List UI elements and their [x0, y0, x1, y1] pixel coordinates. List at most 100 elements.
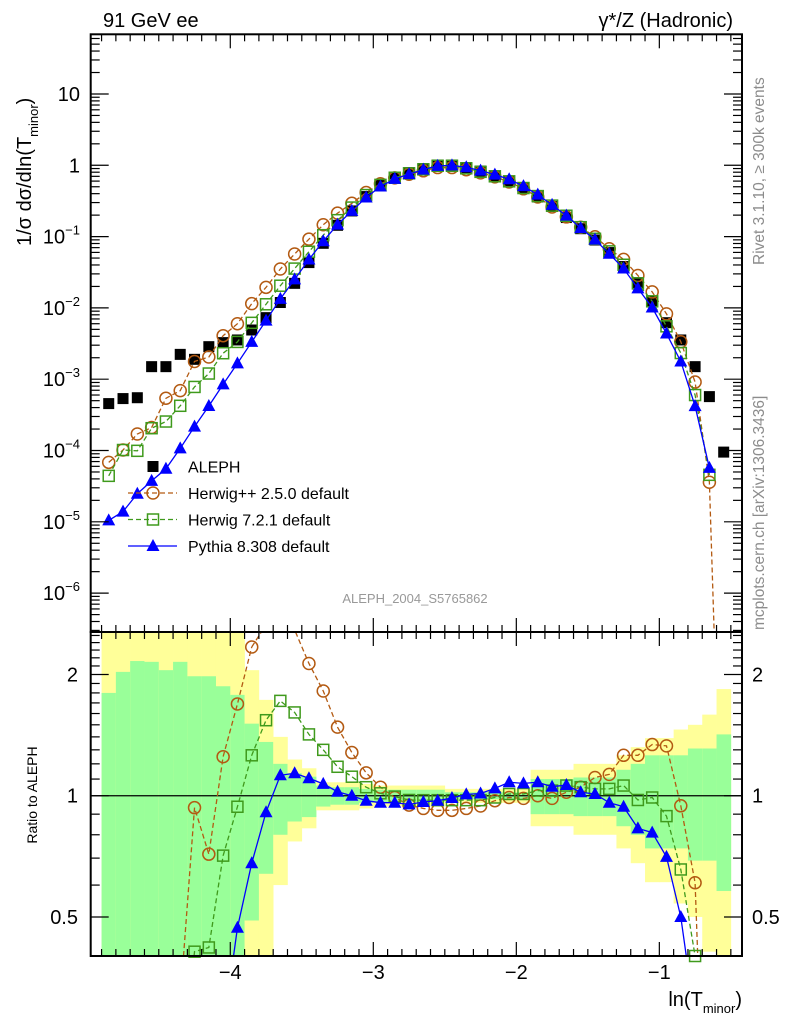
main-point-pythia-8-308-default [388, 171, 402, 184]
ratio-point-pythia-8-308-default [516, 776, 530, 789]
ratio-point-pythia-8-308-default [402, 797, 416, 810]
ratio-band-inner [645, 755, 660, 849]
ratio-point-herwig-7-2-1-default [216, 849, 230, 862]
main-point-pythia-8-308-default [173, 441, 187, 454]
main-point-pythia-8-308-default [159, 461, 173, 474]
ratio-point-herwig-7-2-1-default [631, 793, 645, 807]
legend-label: Herwig 7.2.1 default [188, 513, 331, 530]
ratio-point-pythia-8-308-default [574, 785, 588, 798]
ratio-point-herwig-7-2-1-default [603, 782, 616, 796]
main-point-pythia-8-308-default [502, 172, 516, 185]
ratio-band-inner [215, 686, 231, 956]
y-tick-label: 10−5 [43, 508, 80, 534]
ratio-band-inner [158, 670, 174, 956]
main-point-pythia-8-308-default [316, 234, 330, 247]
analysis-label: ALEPH_2004_S5765862 [342, 591, 487, 606]
ratio-point-herwig-7-2-1-default [331, 760, 344, 774]
main-point-pythia-8-308-default [545, 197, 559, 210]
ratio-y-tick-label-left: 1 [67, 786, 78, 808]
ratio-line-pythia-8-308-default [232, 772, 687, 957]
ratio-band-inner [187, 676, 202, 956]
main-point-herwig-7-2-1-default [159, 415, 173, 428]
ratio-point-pythia-8-308-default [588, 786, 602, 799]
main-point-herwig-7-2-1-default [274, 279, 287, 292]
ratio-point-pythia-8-308-default [445, 791, 459, 804]
main-point-herwig-2-5-0-default [101, 455, 116, 470]
ratio-point-herwig-2-5-0-default [674, 799, 688, 813]
main-point-herwig-2-5-0-default [316, 218, 330, 232]
main-point-pythia-8-308-default [688, 399, 702, 412]
main-point-herwig-2-5-0-default [202, 350, 216, 364]
main-point-pythia-8-308-default [288, 272, 302, 285]
main-point-herwig-2-5-0-default [230, 316, 245, 331]
y-tick-label: 10−6 [43, 579, 80, 605]
y-axis-label: 1/σ dσ/dln(Tminor) [14, 98, 41, 246]
ratio-point-pythia-8-308-default [373, 795, 387, 808]
ratio-band-inner [287, 773, 303, 822]
x-tick-label: −3 [362, 962, 385, 984]
side-text-mcplots: mcplots.cern.ch [arXiv:1306.3436] [751, 396, 768, 630]
ratio-point-pythia-8-308-default [531, 775, 545, 788]
x-tick-label: −4 [219, 962, 242, 984]
main-point-pythia-8-308-default [402, 167, 416, 180]
ratio-point-herwig-2-5-0-default [330, 720, 345, 734]
ratio-point-herwig-7-2-1-default [231, 800, 244, 813]
x-axis-label: ln(Tminor) [668, 989, 742, 1016]
ratio-band-inner [230, 694, 245, 956]
legend-marker [146, 513, 160, 526]
ratio-point-herwig-7-2-1-default [274, 694, 287, 708]
main-point-herwig-7-2-1-default [145, 421, 158, 435]
legend-label: Pythia 8.308 default [188, 539, 330, 556]
ratio-point-pythia-8-308-default [617, 799, 631, 812]
main-point-herwig-2-5-0-default [244, 296, 259, 311]
y-tick-label: 10−2 [43, 294, 80, 320]
main-point-herwig-7-2-1-default [173, 399, 187, 413]
main-point-aleph [703, 391, 715, 403]
main-point-pythia-8-308-default [645, 300, 659, 313]
main-point-pythia-8-308-default [245, 334, 259, 347]
ratio-band-inner [687, 748, 703, 861]
legend-marker [146, 539, 160, 551]
main-point-aleph [146, 361, 158, 373]
main-point-pythia-8-308-default [202, 399, 216, 412]
main-point-herwig-2-5-0-default [130, 427, 145, 441]
ratio-band-inner [659, 755, 674, 849]
ratio-point-herwig-2-5-0-default [230, 697, 245, 711]
main-point-pythia-8-308-default [602, 246, 616, 259]
ratio-band-inner [144, 661, 160, 956]
ratio-point-herwig-7-2-1-default [188, 945, 201, 958]
main-point-herwig-2-5-0-default [187, 354, 202, 369]
main-point-herwig-2-5-0-default [645, 285, 659, 299]
y-tick-label-base: 10 [43, 227, 65, 249]
main-point-herwig-2-5-0-default [702, 475, 717, 489]
ratio-point-herwig-2-5-0-default [631, 748, 645, 763]
ratio-point-pythia-8-308-default [273, 768, 287, 781]
ratio-line-herwig-2-5-0-default [294, 631, 699, 957]
legend-label: Herwig++ 2.5.0 default [188, 486, 350, 503]
side-text-rivet: Rivet 3.1.10, ≥ 300k events [751, 77, 768, 265]
ratio-line-herwig-2-5-0-default [251, 631, 262, 648]
main-point-pythia-8-308-default [516, 179, 530, 192]
main-point-herwig-2-5-0-default [287, 247, 302, 261]
main-point-herwig-2-5-0-default [302, 232, 316, 246]
ratio-point-herwig-2-5-0-default [316, 684, 330, 698]
main-point-pythia-8-308-default [302, 252, 316, 265]
y-tick-label-exponent: −1 [65, 223, 80, 238]
main-point-aleph [675, 334, 687, 346]
main-point-herwig-7-2-1-default [188, 380, 201, 394]
ratio-point-herwig-2-5-0-default [445, 803, 459, 818]
ratio-band-inner [616, 769, 632, 827]
ratio-point-herwig-2-5-0-default [616, 748, 631, 763]
main-point-pythia-8-308-default [631, 281, 645, 294]
ratio-point-herwig-2-5-0-default [244, 640, 259, 654]
legend: ALEPH Herwig++ 2.5.0 default Herwig 7.2.1 … [128, 460, 350, 556]
main-point-pythia-8-308-default [588, 232, 602, 245]
main-point-pythia-8-308-default [617, 261, 631, 274]
ratio-band-inner [301, 776, 317, 818]
ratio-point-pythia-8-308-default [431, 793, 445, 806]
ratio-line-herwig-2-5-0-default [182, 646, 253, 957]
ratio-point-herwig-7-2-1-default [645, 791, 659, 804]
main-point-herwig-2-5-0-default [216, 328, 230, 343]
main-point-pythia-8-308-default [445, 158, 459, 171]
ratio-point-pythia-8-308-default [602, 795, 616, 808]
